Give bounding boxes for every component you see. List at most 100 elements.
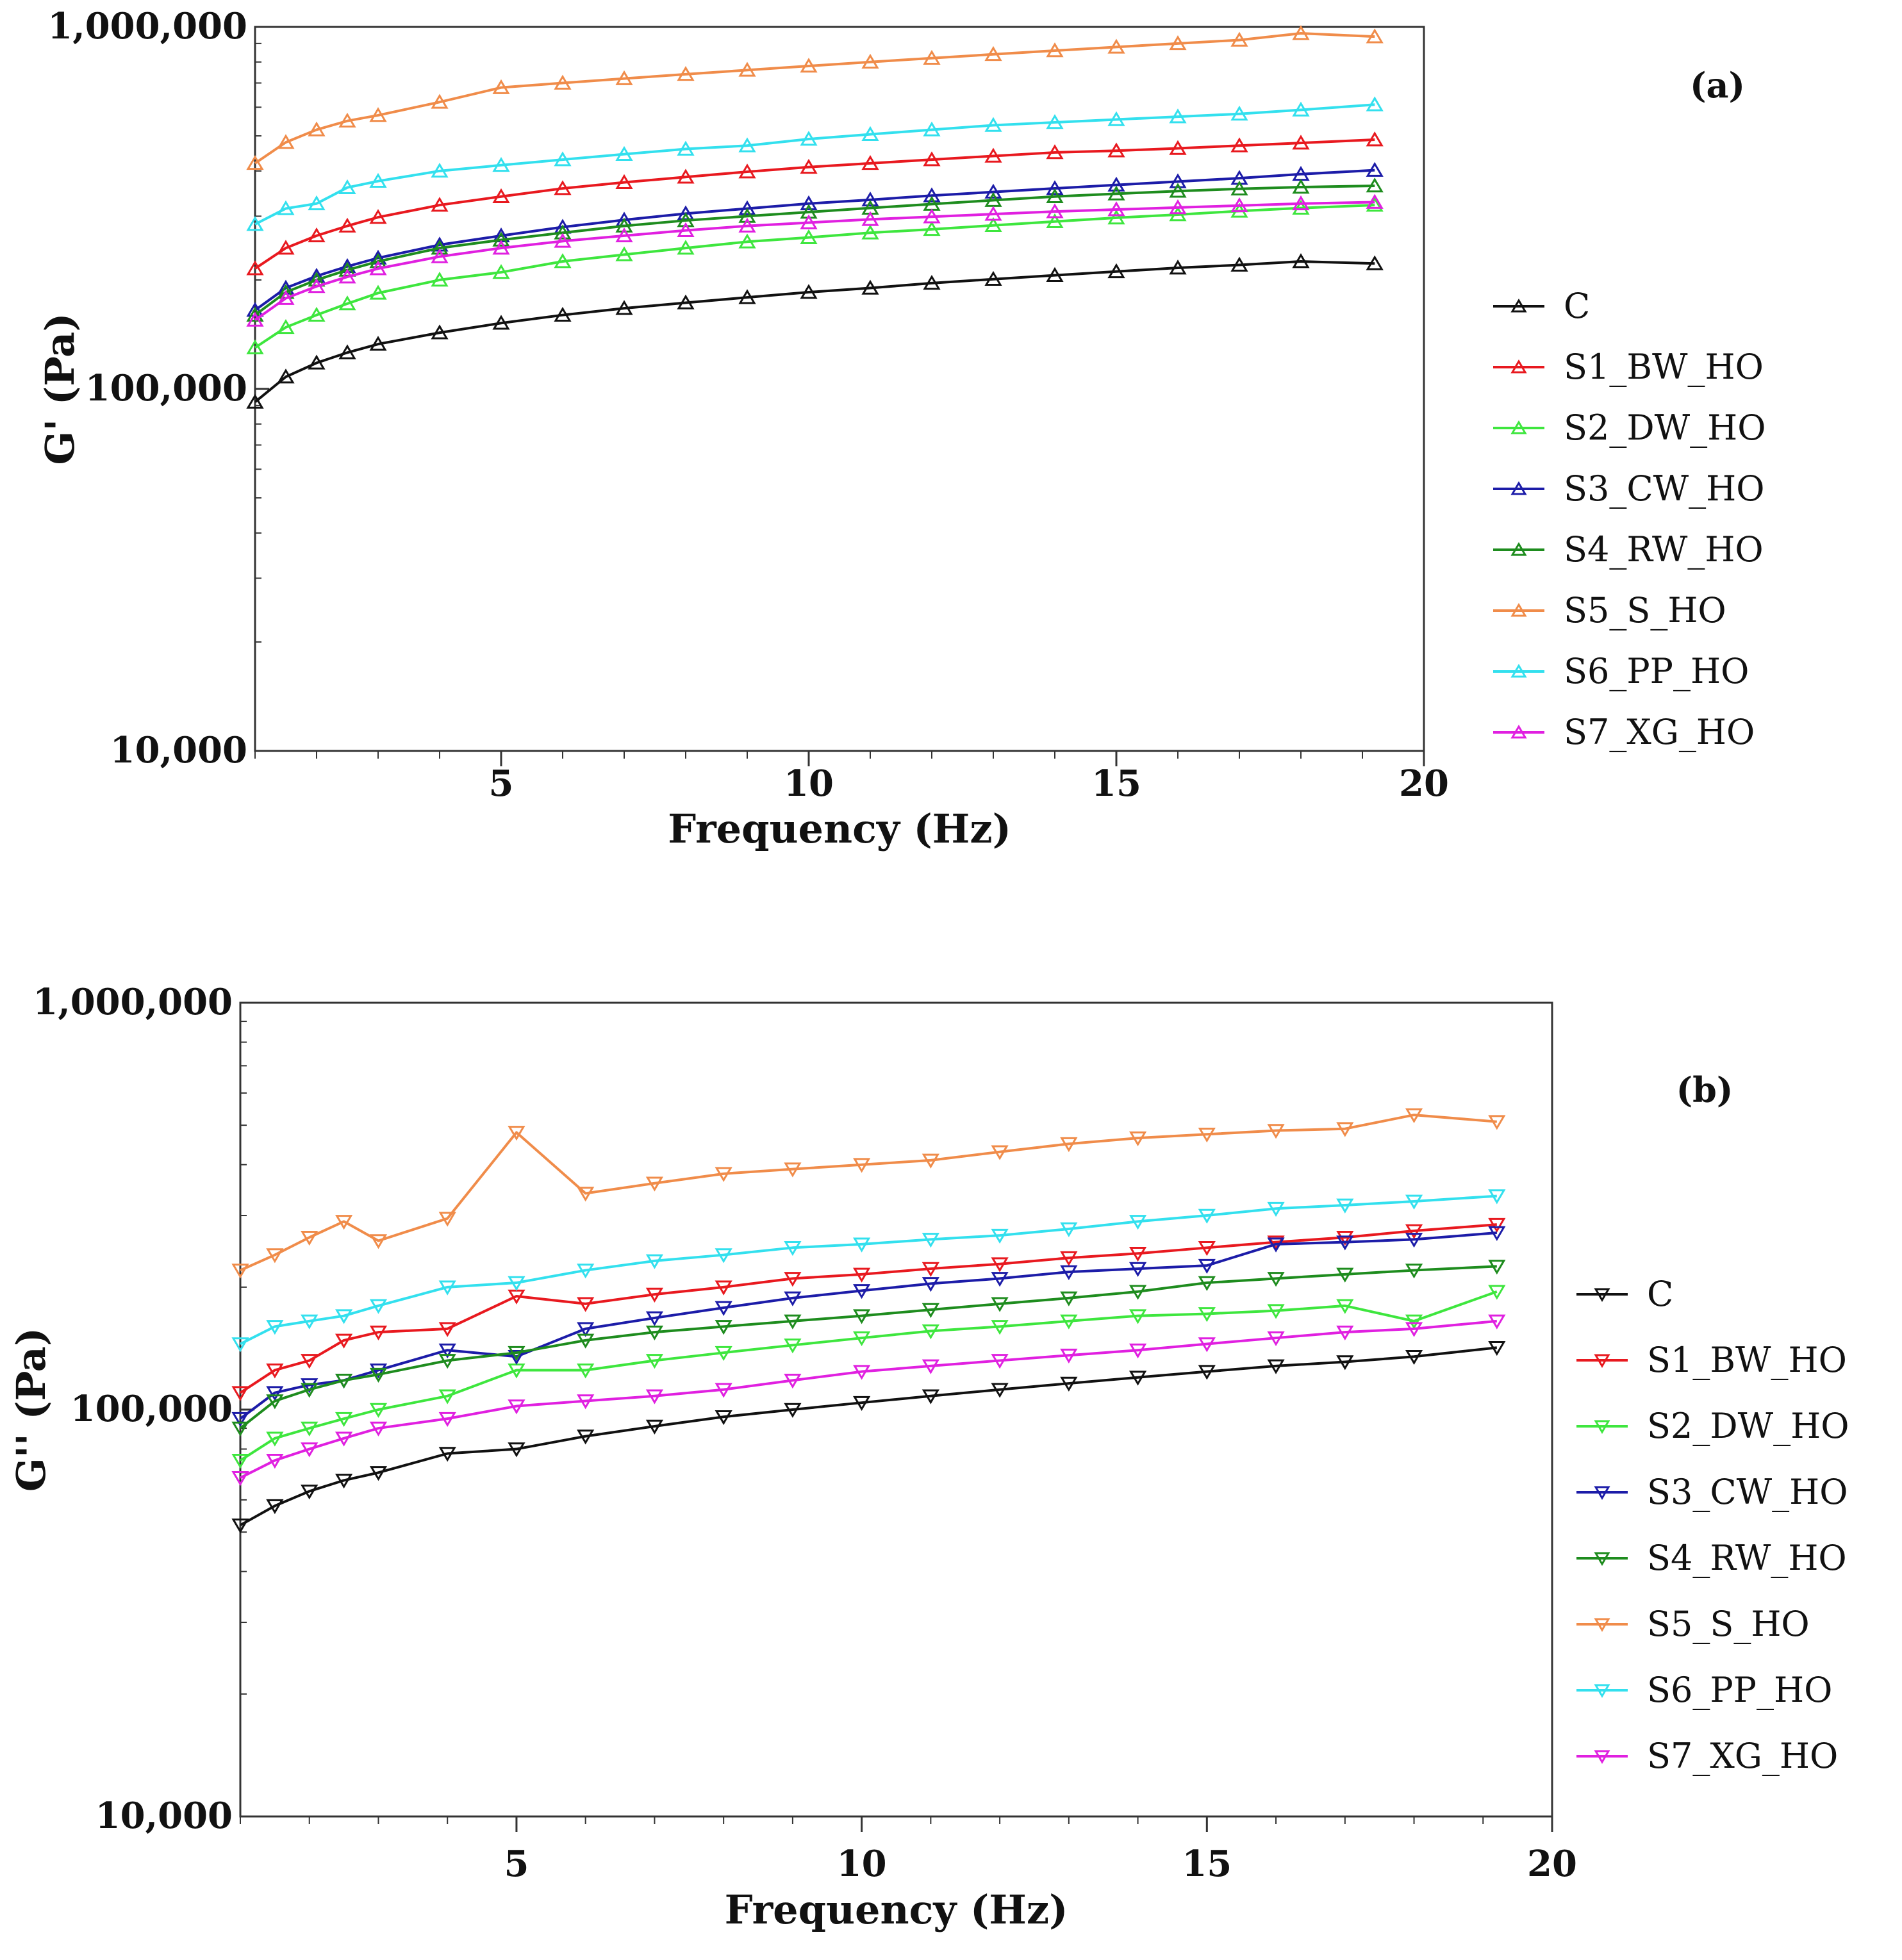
data-point: [308, 121, 326, 136]
data-point: [231, 1454, 249, 1469]
data-point: [231, 1264, 249, 1279]
data-point: [922, 1277, 939, 1292]
x-tick-label: 5: [504, 1843, 529, 1885]
data-point: [508, 1126, 525, 1141]
data-point: [1198, 1337, 1216, 1353]
data-point: [301, 1485, 318, 1500]
data-point: [1336, 1267, 1354, 1283]
data-point: [554, 224, 572, 240]
data-point: [266, 1394, 284, 1410]
data-point: [715, 1383, 732, 1398]
data-point: [246, 393, 264, 409]
data-point: [800, 284, 818, 299]
data-point: [715, 1280, 732, 1296]
data-point: [492, 156, 510, 172]
data-point: [508, 1399, 525, 1415]
data-point: [1230, 256, 1248, 272]
data-point: [923, 275, 941, 290]
data-point: [861, 224, 879, 240]
data-point: [301, 1230, 318, 1246]
data-point: [492, 188, 510, 204]
data-point: [923, 221, 941, 236]
data-point: [577, 1394, 595, 1410]
data-point: [1366, 161, 1384, 177]
data-point: [231, 1519, 249, 1534]
data-point: [923, 49, 941, 65]
legend-entry: S7_XG_HO: [1564, 712, 1755, 752]
data-point: [301, 1314, 318, 1330]
data-point: [1198, 1276, 1216, 1291]
data-point: [1267, 1235, 1285, 1251]
legend-entry: S2_DW_HO: [1647, 1406, 1849, 1446]
data-point: [577, 1363, 595, 1379]
legend-swatch-marker: [1594, 1618, 1610, 1632]
y-tick-label: 1,000,000: [47, 5, 247, 47]
data-point: [1405, 1322, 1423, 1337]
data-point: [231, 1471, 249, 1486]
data-point: [923, 187, 941, 202]
data-point: [738, 200, 756, 215]
data-point: [438, 1354, 456, 1369]
data-point: [1405, 1264, 1423, 1279]
data-point: [861, 279, 879, 295]
data-point: [1198, 1127, 1216, 1143]
data-point: [715, 1167, 732, 1182]
data-point: [438, 1212, 456, 1227]
data-point: [266, 1320, 284, 1335]
legend-swatch-marker: [1510, 542, 1527, 556]
data-point: [615, 227, 633, 243]
data-point: [1366, 28, 1384, 44]
data-point: [1292, 101, 1310, 117]
data-point: [1198, 1365, 1216, 1380]
data-point: [984, 45, 1002, 62]
data-point: [554, 306, 572, 322]
series-line: [240, 1346, 1498, 1527]
data-point: [1336, 1198, 1354, 1214]
x-tick-label: 20: [1527, 1843, 1577, 1885]
data-point: [1230, 137, 1248, 152]
data-point: [922, 1359, 939, 1374]
data-point: [861, 126, 879, 141]
y-axis-label: G' (Pa): [37, 313, 83, 465]
data-point: [1129, 1262, 1147, 1277]
legend-swatch-marker: [1594, 1486, 1610, 1500]
data-point: [266, 1386, 284, 1401]
data-point: [1405, 1349, 1423, 1365]
data-point: [1060, 1251, 1078, 1267]
data-point: [301, 1378, 318, 1394]
data-point: [369, 1299, 388, 1314]
data-point: [1488, 1340, 1506, 1356]
data-point: [1488, 1260, 1506, 1275]
data-point: [1046, 267, 1064, 282]
data-point: [438, 1322, 456, 1337]
data-point: [645, 1389, 664, 1404]
data-point: [991, 1272, 1009, 1287]
data-point: [369, 107, 387, 122]
legend-entry: S1_BW_HO: [1564, 347, 1764, 387]
data-point: [335, 1474, 353, 1489]
data-point: [1129, 1246, 1147, 1262]
data-point: [554, 74, 572, 90]
data-point: [984, 270, 1002, 286]
data-point: [1292, 179, 1310, 194]
data-point: [615, 70, 633, 85]
data-point: [1169, 173, 1187, 188]
chart-a: 10,000 100,000 1,000,000 5 10 15 20 Frequency (…: [37, 5, 1766, 852]
data-point: [1046, 114, 1064, 129]
series-line: [239, 1223, 1497, 1394]
legend-entry: S3_CW_HO: [1647, 1472, 1848, 1512]
data-point: [738, 208, 756, 223]
data-point: [923, 151, 941, 167]
data-point: [308, 227, 326, 243]
data-point: [677, 66, 695, 81]
data-point: [369, 284, 387, 300]
data-point: [266, 1431, 284, 1447]
data-point: [1060, 1265, 1078, 1280]
data-point: [277, 368, 295, 384]
series-line: [254, 201, 1375, 322]
data-point: [738, 137, 756, 152]
legend-entry: S4_RW_HO: [1564, 529, 1764, 570]
data-point: [1046, 144, 1064, 160]
data-point: [1046, 42, 1064, 58]
